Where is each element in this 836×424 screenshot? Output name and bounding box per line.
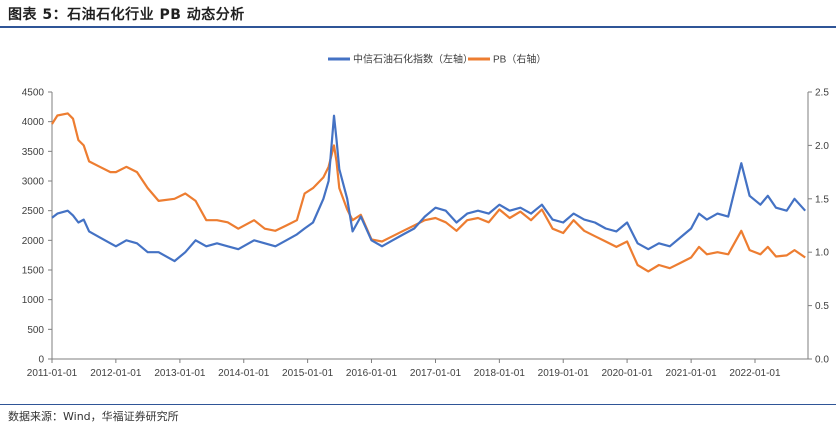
left-tick-label: 3000: [22, 177, 45, 188]
x-tick-label: 2021-01-01: [666, 368, 718, 379]
x-tick-label: 2022-01-01: [729, 368, 781, 379]
left-tick-label: 1500: [22, 266, 45, 277]
pb-series-line: [51, 112, 806, 273]
x-tick-label: 2019-01-01: [538, 368, 590, 379]
left-tick-label: 2000: [22, 236, 45, 247]
x-tick-label: 2011-01-01: [27, 368, 78, 379]
x-tick-label: 2020-01-01: [602, 368, 654, 379]
chart-legend: 中信石油石化指数（左轴） PB（右轴）: [328, 53, 546, 66]
left-tick-label: 3500: [22, 147, 45, 158]
x-tick-label: 2014-01-01: [218, 368, 270, 379]
chart-ticks: 0 500 1000 1500 2000 2500 3000 3500 4000 4500 0.0 0…: [22, 88, 830, 380]
index-series-line: [51, 114, 807, 263]
left-tick-label: 4500: [22, 88, 45, 99]
right-tick-label: 0.0: [815, 355, 829, 366]
left-tick-label: 1000: [22, 295, 45, 306]
title-rule: [0, 26, 836, 28]
right-tick-label: 2.5: [815, 88, 829, 99]
source-rule: [0, 404, 836, 405]
x-tick-label: 2016-01-01: [346, 368, 398, 379]
x-tick-label: 2013-01-01: [154, 368, 206, 379]
left-tick-label: 2500: [22, 206, 45, 217]
x-tick-label: 2012-01-01: [90, 368, 142, 379]
x-tick-label: 2017-01-01: [410, 368, 462, 379]
right-tick-label: 0.5: [815, 301, 829, 312]
figure-title: 图表 5：石油石化行业 PB 动态分析: [8, 7, 245, 23]
pb-line-chart: 中信石油石化指数（左轴） PB（右轴） 0 500 1000 1500 2000 2500 3…: [22, 53, 830, 380]
x-tick-label: 2015-01-01: [282, 368, 334, 379]
chart-axes: [51, 92, 809, 360]
source-note: 数据来源：Wind，华福证券研究所: [8, 410, 179, 423]
x-tick-label: 2018-01-01: [474, 368, 526, 379]
legend-item-pb-label: PB（右轴）: [493, 53, 546, 66]
left-tick-label: 500: [27, 325, 44, 336]
chart-series: [51, 112, 807, 273]
right-tick-label: 1.0: [815, 248, 829, 259]
right-tick-label: 1.5: [815, 194, 829, 205]
left-tick-label: 4000: [22, 117, 45, 128]
left-tick-label: 0: [38, 355, 44, 366]
legend-item-index-label: 中信石油石化指数（左轴）: [353, 53, 473, 66]
right-tick-label: 2.0: [815, 141, 829, 152]
